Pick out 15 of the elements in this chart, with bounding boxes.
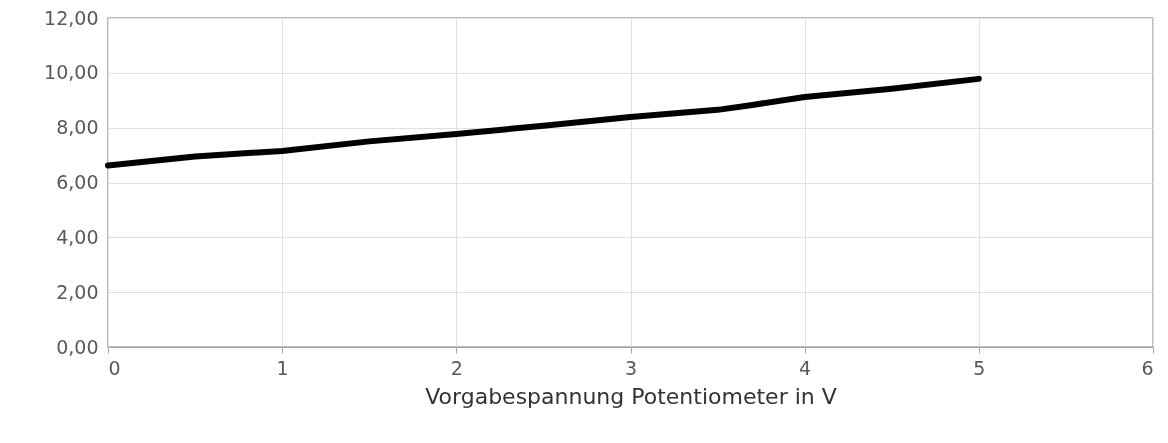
x-tick-label: 3 xyxy=(624,356,638,379)
y-tick-label: 10,00 xyxy=(44,61,99,84)
y-tick-label: 2,00 xyxy=(56,280,99,303)
x-tick-label: 2 xyxy=(450,356,463,379)
y-tick-label: 12,00 xyxy=(44,6,99,29)
x-axis-title: Vorgabespannung Potentiometer in V xyxy=(425,383,837,409)
y-tick-label: 4,00 xyxy=(56,225,99,248)
y-tick-label: 8,00 xyxy=(56,116,99,139)
x-tick-label: 6 xyxy=(1141,356,1154,379)
x-tick-label: 4 xyxy=(799,356,812,379)
x-tick-label: 1 xyxy=(276,356,289,379)
y-tick-label: 0,00 xyxy=(56,335,99,358)
x-tick-label: 0 xyxy=(108,356,121,379)
y-tick-label: 6,00 xyxy=(56,171,99,193)
x-tick-label: 5 xyxy=(973,356,986,379)
